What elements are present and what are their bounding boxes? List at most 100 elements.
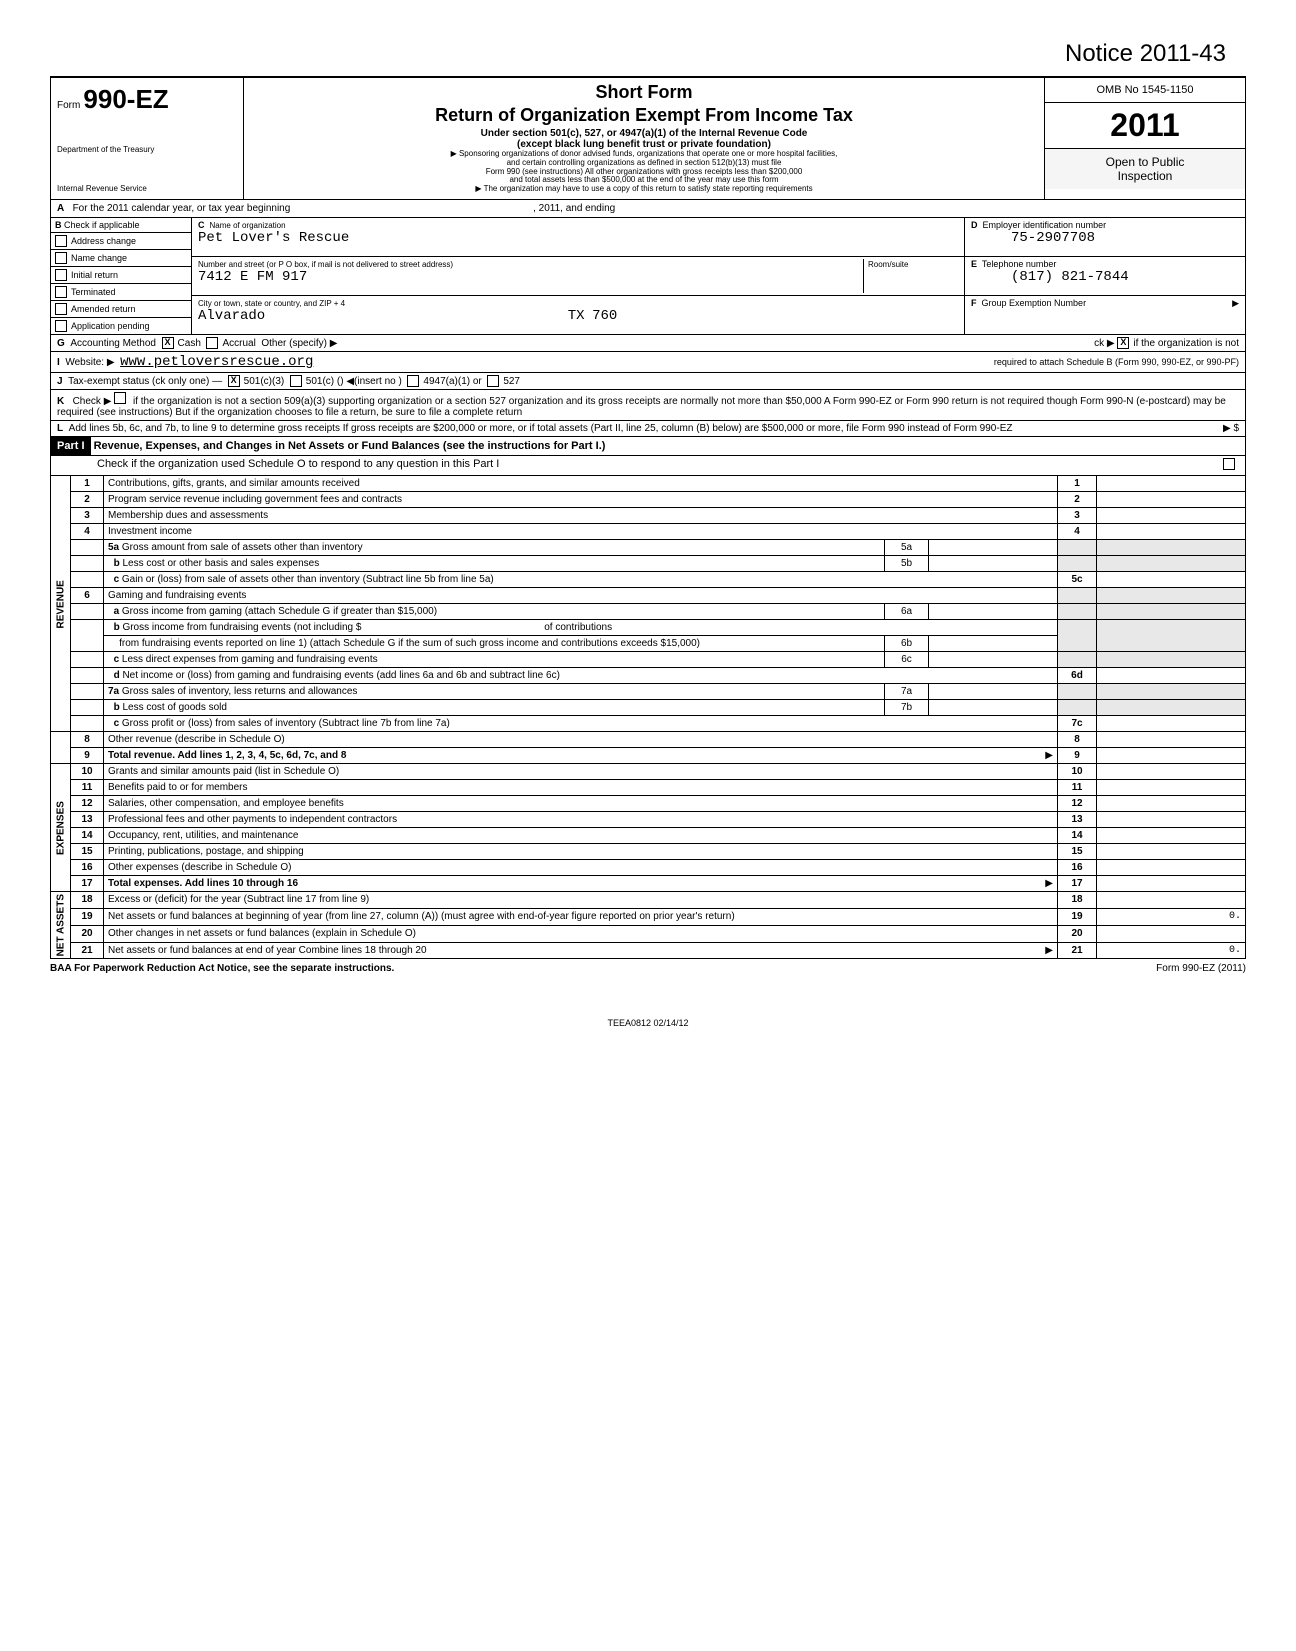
row-a-text: For the 2011 calendar year, or tax year … [73, 203, 291, 214]
form-header-box: Form 990-EZ Department of the Treasury I… [50, 76, 1246, 200]
line-1-desc: Contributions, gifts, grants, and simila… [104, 476, 1058, 492]
line-6c: c Less direct expenses from gaming and f… [51, 652, 1246, 668]
open-to-public: Open to Public Inspection [1045, 149, 1245, 189]
form-title-panel: Short Form Return of Organization Exempt… [244, 78, 1044, 199]
state-value: TX [568, 308, 585, 324]
i-label: I [57, 357, 60, 368]
527-checkbox[interactable] [487, 375, 499, 387]
check-pending[interactable]: Application pending [51, 318, 191, 334]
501c3-checkbox[interactable]: X [228, 375, 240, 387]
f-text: Group Exemption Number [982, 298, 1087, 308]
c-label: C [198, 220, 205, 230]
line-20: 20Other changes in net assets or fund ba… [51, 925, 1246, 942]
footer: BAA For Paperwork Reduction Act Notice, … [50, 959, 1246, 978]
accrual-label: Accrual [222, 338, 255, 349]
part1-check-text: Check if the organization used Schedule … [97, 458, 499, 470]
row-g: G Accounting Method X Cash Accrual Other… [50, 335, 1246, 352]
insert-label: ) ◀(insert no ) [340, 376, 402, 387]
part1-header-row: Part I Revenue, Expenses, and Changes in… [50, 437, 1246, 456]
b-label: B [55, 220, 62, 230]
l-label: L [57, 423, 63, 434]
check-address[interactable]: Address change [51, 233, 191, 250]
checkbox-icon[interactable] [55, 269, 67, 281]
fine5: ▶ The organization may have to use a cop… [252, 185, 1036, 194]
line-6d: d Net income or (loss) from gaming and f… [51, 668, 1246, 684]
k-text: if the organization is not a section 509… [57, 396, 1226, 418]
k-check: Check ▶ [73, 396, 112, 407]
footer-right: Form 990-EZ (2011) [1156, 963, 1246, 974]
checkbox-icon[interactable] [55, 320, 67, 332]
line-9: 9Total revenue. Add lines 1, 2, 3, 4, 5c… [51, 748, 1246, 764]
4947-checkbox[interactable] [407, 375, 419, 387]
501c-checkbox[interactable] [290, 375, 302, 387]
line-21-amt[interactable]: 0. [1097, 942, 1246, 959]
i-text: Website: ▶ [65, 357, 114, 368]
c-text: Name of organization [210, 221, 286, 230]
check-name[interactable]: Name change [51, 250, 191, 267]
group-row: F Group Exemption Number ▶ [965, 296, 1245, 334]
d-label: D [971, 220, 978, 230]
ein-value: 75-2907708 [1011, 230, 1095, 246]
line-7b: b Less cost of goods sold7b [51, 700, 1246, 716]
501c3-label: 501(c)(3) [244, 376, 285, 387]
row-j: J Tax-exempt status (ck only one) — X 50… [50, 373, 1246, 390]
line-14: 14Occupancy, rent, utilities, and mainte… [51, 828, 1246, 844]
j-label: J [57, 376, 63, 387]
dept-treasury: Department of the Treasury [57, 145, 237, 154]
section-b: B Check if applicable Address change Nam… [50, 218, 1246, 335]
ein-row: D Employer identification number 75-2907… [965, 218, 1245, 257]
footer-left: BAA For Paperwork Reduction Act Notice, … [50, 963, 394, 974]
city-value: Alvarado [198, 308, 265, 324]
check-initial[interactable]: Initial return [51, 267, 191, 284]
check-amended[interactable]: Amended return [51, 301, 191, 318]
line-5a: 5a Gross amount from sale of assets othe… [51, 540, 1246, 556]
city-row: City or town, state or country, and ZIP … [192, 296, 964, 334]
inspection-label: Inspection [1051, 169, 1239, 183]
ck-label: ck ▶ [1094, 338, 1114, 349]
row-a-mid: , 2011, and ending [533, 203, 615, 214]
line-13: 13Professional fees and other payments t… [51, 812, 1246, 828]
line-7a: 7a Gross sales of inventory, less return… [51, 684, 1246, 700]
line-19: 19Net assets or fund balances at beginni… [51, 908, 1246, 925]
check-terminated[interactable]: Terminated [51, 284, 191, 301]
footer-mid: TEEA0812 02/14/12 [50, 1018, 1246, 1028]
4947-label: 4947(a)(1) or [423, 376, 481, 387]
room-label: Room/suite [868, 260, 908, 269]
line-15: 15Printing, publications, postage, and s… [51, 844, 1246, 860]
k-checkbox[interactable] [114, 392, 126, 404]
part1-checkbox[interactable] [1223, 458, 1235, 470]
org-name: Pet Lover's Rescue [198, 230, 349, 246]
row-l: L Add lines 5b, 6c, and 7b, to line 9 to… [50, 421, 1246, 437]
line-8: 8Other revenue (describe in Schedule O)8 [51, 732, 1246, 748]
accrual-checkbox[interactable] [206, 337, 218, 349]
line-1-amt[interactable] [1097, 476, 1246, 492]
ck-checkbox[interactable]: X [1117, 337, 1129, 349]
addr-label: Number and street (or P O box, if mail i… [198, 260, 453, 269]
line-3: 3Membership dues and assessments3 [51, 508, 1246, 524]
checkbox-icon[interactable] [55, 286, 67, 298]
sched-b-text: required to attach Schedule B (Form 990,… [994, 357, 1239, 367]
line-11: 11Benefits paid to or for members11 [51, 780, 1246, 796]
row-a: A For the 2011 calendar year, or tax yea… [50, 200, 1246, 218]
line-7c: c Gross profit or (loss) from sales of i… [51, 716, 1246, 732]
checkbox-icon[interactable] [55, 252, 67, 264]
part1-check-row: Check if the organization used Schedule … [50, 456, 1246, 476]
checkbox-icon[interactable] [55, 303, 67, 315]
line-16: 16Other expenses (describe in Schedule O… [51, 860, 1246, 876]
check-if-applicable: Check if applicable [64, 220, 140, 230]
line-17: 17Total expenses. Add lines 10 through 1… [51, 876, 1246, 892]
form-number: 990-EZ [83, 84, 168, 114]
subtitle: Under section 501(c), 527, or 4947(a)(1)… [252, 128, 1036, 139]
line-6b: b Gross income from fundraising events (… [51, 620, 1246, 636]
line-19-amt[interactable]: 0. [1097, 908, 1246, 925]
cash-checkbox[interactable]: X [162, 337, 174, 349]
checkbox-icon[interactable] [55, 235, 67, 247]
short-form-label: Short Form [252, 82, 1036, 103]
k-label: K [57, 396, 64, 407]
line-5b: b Less cost or other basis and sales exp… [51, 556, 1246, 572]
open-label: Open to Public [1051, 155, 1239, 169]
e-label: E [971, 259, 977, 269]
city-label: City or town, state or country, and ZIP … [198, 299, 345, 308]
line-6a: a Gross income from gaming (attach Sched… [51, 604, 1246, 620]
d-text: Employer identification number [983, 220, 1107, 230]
